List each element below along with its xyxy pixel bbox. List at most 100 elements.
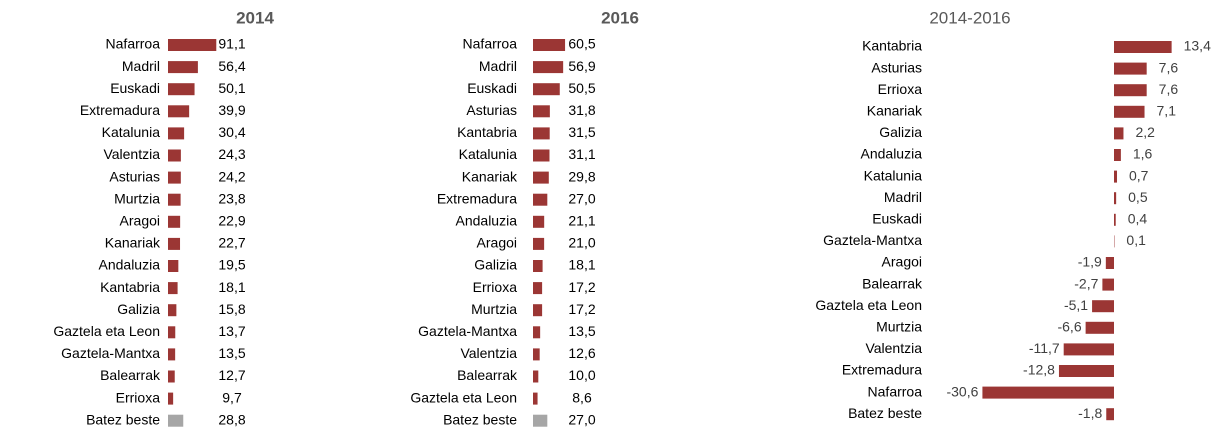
bar xyxy=(533,171,549,184)
category-label: Asturias xyxy=(109,168,160,184)
value-label: 24,3 xyxy=(218,146,245,162)
value-label: 8,6 xyxy=(572,389,592,405)
category-label: Batez beste xyxy=(443,411,517,427)
bar xyxy=(533,304,543,317)
category-label: Extremadura xyxy=(80,102,160,118)
category-label: Balearrak xyxy=(457,367,518,383)
bar xyxy=(533,326,541,339)
category-label: Gaztela-Mantxa xyxy=(823,232,922,248)
bar xyxy=(1114,127,1124,140)
category-label: Kanariak xyxy=(867,103,923,119)
value-label: 39,9 xyxy=(218,102,245,118)
category-label: Galizia xyxy=(474,257,517,273)
category-label: Gaztela-Mantxa xyxy=(61,345,160,361)
category-label: Andaluzia xyxy=(99,257,161,273)
category-label: Kanariak xyxy=(105,235,161,251)
value-label: 56,4 xyxy=(218,58,245,74)
bar xyxy=(1114,213,1116,226)
bar xyxy=(168,127,185,140)
bar xyxy=(1085,321,1114,334)
value-label: 7,6 xyxy=(1159,81,1179,97)
bar xyxy=(168,370,175,383)
value-label: 91,1 xyxy=(218,36,245,52)
bar xyxy=(1114,41,1172,53)
category-label: Valentzia xyxy=(103,146,160,162)
category-label: Kantabria xyxy=(457,124,517,140)
category-label: Andaluzia xyxy=(456,213,518,229)
bar xyxy=(533,105,550,118)
value-label: 31,1 xyxy=(568,146,595,162)
bar xyxy=(533,149,550,162)
bar xyxy=(168,260,179,272)
value-label: 2,2 xyxy=(1135,124,1155,140)
value-label: 0,5 xyxy=(1128,189,1148,205)
value-label: 9,7 xyxy=(222,389,242,405)
value-label: 31,5 xyxy=(568,124,595,140)
bar xyxy=(533,127,550,140)
value-label: 22,7 xyxy=(218,235,245,251)
category-label: Valentzia xyxy=(460,345,517,361)
value-label: 23,8 xyxy=(218,190,245,206)
bar xyxy=(168,193,181,206)
value-label: -30,6 xyxy=(946,383,978,399)
category-label: Aragoi xyxy=(882,254,922,270)
value-label: 0,7 xyxy=(1129,167,1149,183)
category-label: Asturias xyxy=(871,59,922,75)
value-label: 29,8 xyxy=(568,168,595,184)
value-label: -1,8 xyxy=(1078,405,1102,421)
value-label: -2,7 xyxy=(1074,275,1098,291)
bar xyxy=(168,304,177,317)
category-label: Kantabria xyxy=(862,38,922,54)
value-label: 1,6 xyxy=(1133,146,1153,162)
value-label: 18,1 xyxy=(568,257,595,273)
bar xyxy=(982,386,1114,399)
bar xyxy=(1063,343,1114,356)
category-label: Nafarroa xyxy=(868,383,923,399)
value-label: -1,9 xyxy=(1078,254,1102,270)
bar xyxy=(1114,170,1118,183)
bar xyxy=(168,237,181,250)
bar xyxy=(533,348,540,361)
category-label: Balearrak xyxy=(862,275,923,291)
value-label: 27,0 xyxy=(568,190,595,206)
category-label: Errioxa xyxy=(878,81,923,97)
value-label: 50,5 xyxy=(568,80,595,96)
value-label: 60,5 xyxy=(568,36,595,52)
chart-title: 2016 xyxy=(601,8,639,27)
value-label: 28,8 xyxy=(218,411,245,427)
category-label: Valentzia xyxy=(865,340,922,356)
bar xyxy=(533,193,548,206)
value-label: 50,1 xyxy=(218,80,245,96)
bar xyxy=(1114,192,1117,205)
bar xyxy=(168,39,217,51)
value-label: -5,1 xyxy=(1064,297,1088,313)
category-label: Euskadi xyxy=(872,211,922,227)
bar xyxy=(533,83,560,96)
category-label: Errioxa xyxy=(116,389,161,405)
value-label: 12,6 xyxy=(568,345,595,361)
value-label: 24,2 xyxy=(218,168,245,184)
category-label: Madril xyxy=(884,189,922,205)
bar xyxy=(168,414,184,427)
bar xyxy=(168,348,176,361)
bar xyxy=(1114,84,1147,97)
bar xyxy=(1114,62,1147,75)
bar xyxy=(1105,257,1114,269)
bar xyxy=(168,83,195,96)
category-label: Nafarroa xyxy=(106,36,161,52)
category-label: Katalunia xyxy=(102,124,161,140)
category-label: Murtzia xyxy=(471,301,517,317)
category-label: Gaztela eta Leon xyxy=(410,389,517,405)
category-label: Gaztela eta Leon xyxy=(815,297,922,313)
value-label: 12,7 xyxy=(218,367,245,383)
bar xyxy=(533,392,538,405)
category-label: Kantabria xyxy=(100,279,160,295)
category-label: Galizia xyxy=(879,124,922,140)
value-label: 13,5 xyxy=(218,345,245,361)
category-label: Murtzia xyxy=(114,190,160,206)
bar xyxy=(533,215,545,228)
bar xyxy=(1058,365,1114,377)
bar xyxy=(168,282,178,295)
value-label: 17,2 xyxy=(568,279,595,295)
category-label: Euskadi xyxy=(467,80,517,96)
